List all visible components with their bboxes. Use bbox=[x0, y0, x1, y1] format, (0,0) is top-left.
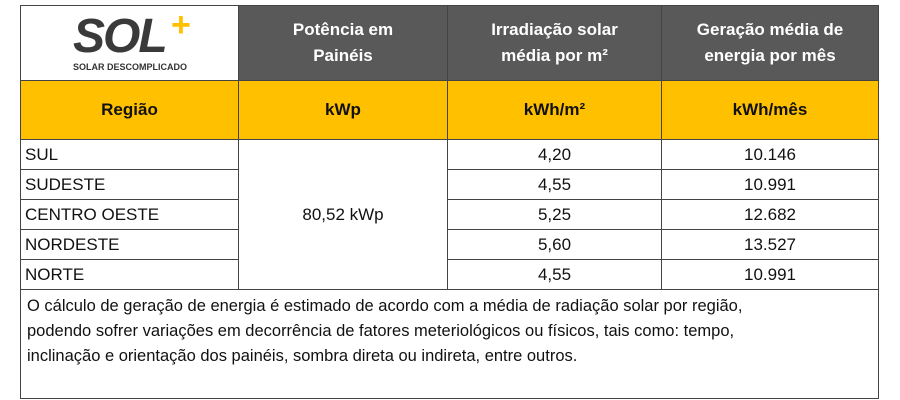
data-row: NORTE 4,55 10.991 bbox=[20, 259, 879, 290]
logo: SOL + SOLAR DESCOMPLICADO bbox=[20, 5, 239, 81]
irradiation-cell: 4,55 bbox=[447, 169, 662, 200]
note-row: O cálculo de geração de energia é estima… bbox=[20, 289, 879, 399]
header-row: SOL + SOLAR DESCOMPLICADO Potência em Pai… bbox=[20, 5, 879, 81]
generation-cell: 10.991 bbox=[661, 259, 879, 290]
region-cell: SUL bbox=[20, 139, 239, 170]
note-line: O cálculo de geração de energia é estima… bbox=[27, 297, 743, 315]
unit-cell: Região bbox=[20, 80, 239, 140]
region-cell: SUDESTE bbox=[20, 169, 239, 200]
note-line: podendo sofrer variações em decorrência … bbox=[27, 322, 735, 340]
unit-cell: kWh/m² bbox=[447, 80, 662, 140]
data-row: SUDESTE 4,55 10.991 bbox=[20, 169, 879, 200]
table: SOL + SOLAR DESCOMPLICADO Potência em Pai… bbox=[20, 5, 879, 399]
header-line: média por m² bbox=[501, 46, 608, 65]
logo-tagline: SOLAR DESCOMPLICADO bbox=[73, 62, 188, 72]
generation-cell: 12.682 bbox=[661, 199, 879, 230]
irradiation-cell: 4,20 bbox=[447, 139, 662, 170]
unit-cell: kWh/mês bbox=[661, 80, 879, 140]
unit-cell: kWp bbox=[238, 80, 448, 140]
note-line: inclinação e orientação dos painéis, som… bbox=[27, 347, 578, 365]
header-line: Potência em bbox=[292, 20, 394, 39]
header-cell: Potência em Painéis bbox=[238, 5, 448, 81]
data-row: SUL 80,52 kWp 4,20 10.146 bbox=[20, 139, 879, 290]
region-cell: CENTRO OESTE bbox=[20, 199, 239, 230]
header-line: Geração média de bbox=[696, 20, 844, 39]
data-row: CENTRO OESTE 5,25 12.682 bbox=[20, 199, 879, 230]
irradiation-cell: 5,25 bbox=[447, 199, 662, 230]
irradiation-cell: 4,55 bbox=[447, 259, 662, 290]
note-cell: O cálculo de geração de energia é estima… bbox=[20, 289, 879, 399]
header-line: energia por mês bbox=[704, 46, 836, 65]
region-cell: NORTE bbox=[20, 259, 239, 290]
generation-cell: 10.991 bbox=[661, 169, 879, 200]
header-line: Painéis bbox=[313, 46, 373, 65]
region-cell: NORDESTE bbox=[20, 229, 239, 260]
units-row: Região kWp kWh/m² kWh/mês bbox=[20, 80, 879, 140]
logo-name: SOL bbox=[73, 10, 168, 63]
header-cell: Geração média de energia por mês bbox=[661, 5, 879, 81]
generation-cell: 10.146 bbox=[661, 139, 879, 170]
irradiation-cell: 5,60 bbox=[447, 229, 662, 260]
header-cell: Irradiação solar média por m² bbox=[447, 5, 662, 81]
logo-plus: + bbox=[171, 6, 191, 44]
data-row: NORDESTE 5,60 13.527 bbox=[20, 229, 879, 260]
power-cell: 80,52 kWp bbox=[238, 139, 448, 290]
generation-cell: 13.527 bbox=[661, 229, 879, 260]
header-line: Irradiação solar bbox=[491, 20, 618, 39]
